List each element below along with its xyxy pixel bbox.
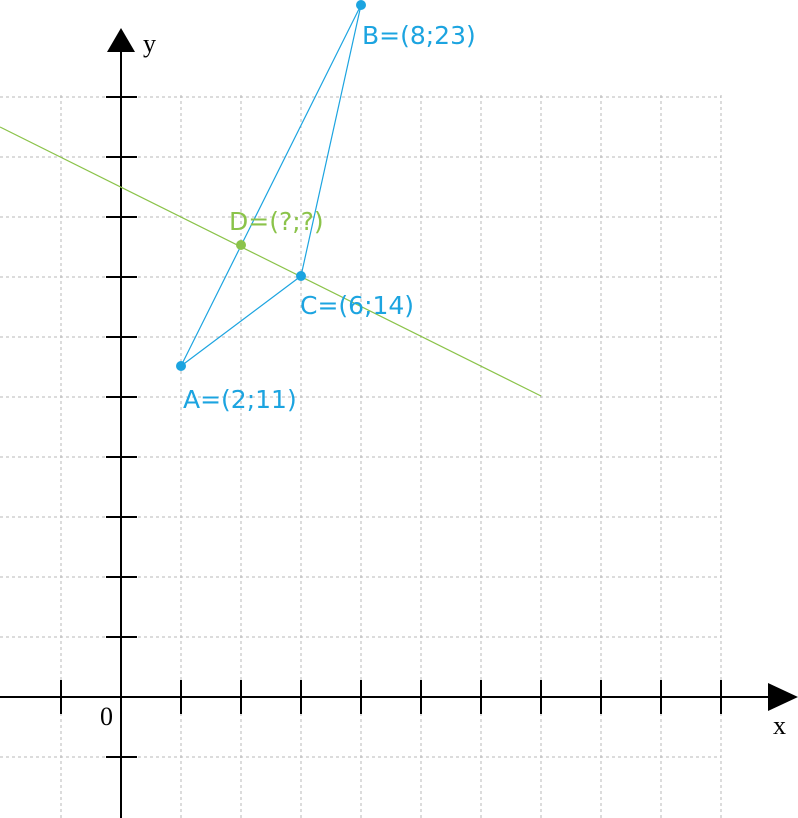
point-b — [356, 0, 366, 10]
y-arrow — [107, 28, 135, 52]
triangle-abc — [180, 4, 362, 367]
point-label: B=(8;23) — [362, 21, 476, 50]
point-label: A=(2;11) — [183, 385, 297, 414]
point-a — [176, 361, 186, 371]
x-label: x — [773, 711, 786, 740]
x-arrow — [768, 683, 798, 711]
origin-label: 0 — [100, 702, 113, 731]
point-d — [236, 240, 246, 250]
axes — [0, 28, 798, 818]
line-cd — [0, 126, 542, 397]
y-label: y — [143, 29, 156, 58]
point-label: D=(?;?) — [229, 207, 324, 236]
point-label: C=(6;14) — [300, 291, 414, 320]
point-c — [296, 271, 306, 281]
